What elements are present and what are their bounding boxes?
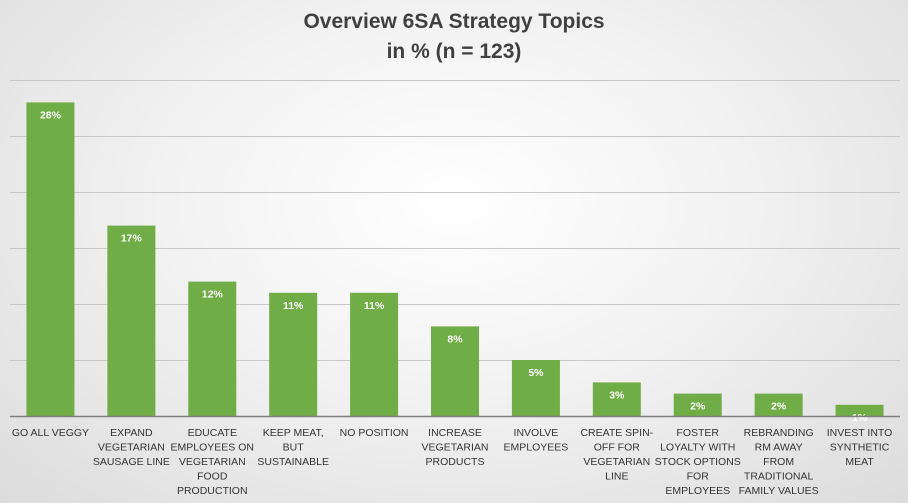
category-label: NO POSITION (340, 427, 409, 439)
category-label: INCREASE VEGETARIAN PRODUCTS (422, 427, 489, 468)
gridlines (10, 80, 900, 361)
data-label: 2% (771, 401, 787, 413)
category-label-line: REBRANDING (744, 427, 814, 439)
chart-subtitle: in % (n = 123) (387, 40, 522, 63)
category-label-line: FAMILY VALUES (739, 485, 819, 497)
bar (431, 326, 479, 416)
bar (269, 292, 318, 416)
data-label: 3% (609, 389, 625, 401)
category-label-line: FROM (763, 456, 794, 468)
category-label-line: TRADITIONAL (744, 471, 814, 483)
bar (107, 225, 156, 416)
category-label-line: EMPLOYEES ON (171, 442, 254, 454)
category-label-line: VEGETARIAN (98, 442, 165, 454)
bar (673, 393, 722, 416)
category-label-line: SYNTHETIC (830, 442, 890, 454)
category-label-line: CREATE SPIN- (580, 427, 653, 439)
category-label: INVEST INTO SYNTHETIC MEAT (827, 427, 893, 468)
category-label-line: INVOLVE (514, 427, 559, 439)
category-label-line: STOCK OPTIONS (655, 456, 741, 468)
bar (835, 404, 884, 416)
category-label-line: LINE (605, 471, 628, 483)
category-label-line: VEGETARIAN (422, 442, 489, 454)
category-label-line: MEAT (845, 456, 874, 468)
data-label: 17% (121, 233, 143, 245)
category-label-line: PRODUCTS (426, 456, 485, 468)
category-label-line: RM AWAY (755, 442, 803, 454)
bar (26, 102, 75, 417)
category-label-line: FOR (687, 471, 710, 483)
data-label: 1% (852, 412, 868, 424)
data-label: 12% (202, 289, 224, 301)
category-label: FOSTER LOYALTY WITH STOCK OPTIONS FOR EMPLOY… (655, 427, 741, 497)
category-label: KEEP MEAT, BUT SUSTAINABLE (257, 427, 329, 468)
bar (592, 382, 641, 416)
category-label-line: BUT (283, 442, 305, 454)
data-labels: 28% 17% 12% 11% 11% 8% 5% 3% 2% 2% 1% (40, 109, 868, 423)
bar (350, 292, 399, 416)
category-label: CREATE SPIN- OFF FOR VEGETARIAN LINE (580, 427, 653, 483)
data-label: 11% (283, 300, 304, 312)
category-label: EDUCATE EMPLOYEES ON VEGETARIAN FOOD PRODUCT… (171, 427, 254, 497)
category-label-line: GO ALL VEGGY (12, 427, 89, 439)
data-label: 5% (528, 367, 544, 379)
category-labels: GO ALL VEGGY EXPAND VEGETARIAN SAUSAGE LINE… (12, 427, 892, 497)
data-label: 28% (40, 109, 62, 121)
data-label: 11% (364, 300, 385, 312)
category-label-line: VEGETARIAN (583, 456, 650, 468)
category-label-line: LOYALTY WITH (660, 442, 735, 454)
bars (26, 102, 884, 417)
category-label-line: EXPAND (110, 427, 153, 439)
category-label: REBRANDING RM AWAY FROM TRADITIONAL FAMILY V… (739, 427, 819, 497)
category-label: EXPAND VEGETARIAN SAUSAGE LINE (93, 427, 170, 468)
category-label-line: SUSTAINABLE (257, 456, 329, 468)
category-label: GO ALL VEGGY (12, 427, 89, 439)
category-label-line: INVEST INTO (827, 427, 893, 439)
bar (754, 393, 803, 416)
category-label: INVOLVE EMPLOYEES (504, 427, 569, 454)
category-label-line: FOSTER (676, 427, 719, 439)
category-label-line: EMPLOYEES (665, 485, 730, 497)
category-label-line: KEEP MEAT, (263, 427, 324, 439)
category-label-line: EDUCATE (188, 427, 237, 439)
category-label-line: NO POSITION (340, 427, 409, 439)
bar (511, 360, 560, 416)
category-label-line: EMPLOYEES (504, 442, 569, 454)
bar (188, 281, 237, 416)
category-label-line: SAUSAGE LINE (93, 456, 170, 468)
category-label-line: PRODUCTION (177, 485, 248, 497)
data-label: 2% (690, 401, 706, 413)
data-label: 8% (447, 333, 463, 345)
category-label-line: OFF FOR (594, 442, 640, 454)
category-label-line: INCREASE (428, 427, 482, 439)
chart-title: Overview 6SA Strategy Topics (303, 10, 604, 33)
category-label-line: VEGETARIAN (179, 456, 246, 468)
category-label-line: FOOD (197, 471, 228, 483)
